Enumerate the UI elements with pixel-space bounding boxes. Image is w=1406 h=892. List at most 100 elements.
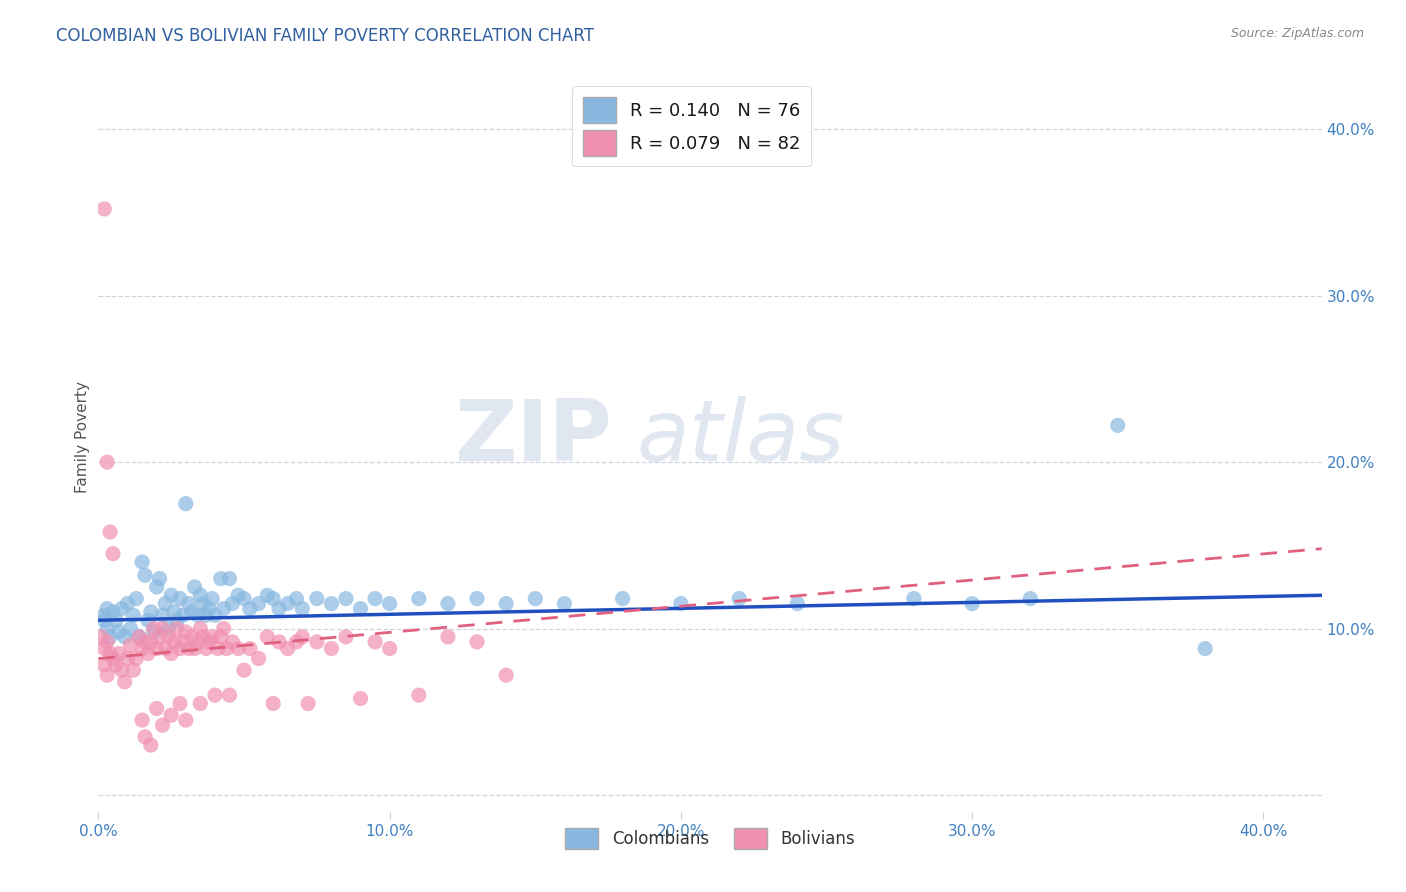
Text: COLOMBIAN VS BOLIVIAN FAMILY POVERTY CORRELATION CHART: COLOMBIAN VS BOLIVIAN FAMILY POVERTY COR… — [56, 27, 595, 45]
Point — [180, 630, 202, 644]
Point — [174, 497, 197, 511]
Point — [226, 588, 249, 602]
Point — [96, 622, 118, 636]
Point — [101, 605, 124, 619]
Point — [728, 591, 751, 606]
Point — [553, 597, 575, 611]
Point — [111, 601, 134, 615]
Point — [125, 651, 148, 665]
Point — [204, 688, 226, 702]
Point — [108, 624, 131, 639]
Point — [104, 613, 127, 627]
Point — [152, 718, 174, 732]
Point — [378, 641, 401, 656]
Point — [136, 647, 159, 661]
Point — [122, 608, 145, 623]
Point — [120, 622, 142, 636]
Point — [321, 597, 343, 611]
Point — [149, 572, 172, 586]
Point — [195, 641, 218, 656]
Point — [142, 622, 165, 636]
Point — [139, 738, 162, 752]
Point — [1107, 418, 1129, 433]
Point — [239, 601, 262, 615]
Point — [247, 651, 270, 665]
Point — [256, 588, 278, 602]
Point — [215, 641, 238, 656]
Point — [1019, 591, 1042, 606]
Point — [305, 591, 328, 606]
Point — [145, 641, 167, 656]
Point — [157, 630, 180, 644]
Point — [131, 713, 153, 727]
Point — [166, 613, 188, 627]
Point — [104, 658, 127, 673]
Point — [349, 601, 371, 615]
Point — [101, 547, 124, 561]
Point — [437, 630, 460, 644]
Point — [335, 591, 357, 606]
Point — [239, 641, 262, 656]
Point — [188, 588, 212, 602]
Point — [152, 608, 174, 623]
Point — [247, 597, 270, 611]
Point — [277, 641, 299, 656]
Point — [233, 663, 256, 677]
Point — [903, 591, 925, 606]
Point — [209, 572, 232, 586]
Point — [134, 635, 156, 649]
Point — [378, 597, 401, 611]
Point — [163, 635, 186, 649]
Point — [96, 601, 118, 615]
Point — [122, 663, 145, 677]
Point — [204, 608, 226, 623]
Point — [145, 701, 167, 715]
Point — [408, 688, 430, 702]
Point — [169, 591, 191, 606]
Text: atlas: atlas — [637, 395, 845, 479]
Point — [139, 635, 162, 649]
Point — [218, 572, 240, 586]
Point — [349, 691, 371, 706]
Point — [364, 591, 387, 606]
Point — [262, 591, 284, 606]
Point — [193, 630, 215, 644]
Point — [186, 608, 208, 623]
Point — [155, 641, 177, 656]
Point — [134, 730, 156, 744]
Point — [136, 613, 159, 627]
Point — [160, 647, 183, 661]
Point — [195, 608, 218, 623]
Point — [93, 202, 115, 216]
Point — [160, 708, 183, 723]
Point — [267, 635, 290, 649]
Point — [93, 608, 115, 623]
Point — [172, 608, 194, 623]
Point — [193, 597, 215, 611]
Point — [93, 613, 115, 627]
Point — [120, 638, 142, 652]
Point — [145, 580, 167, 594]
Point — [134, 568, 156, 582]
Point — [125, 591, 148, 606]
Point — [321, 641, 343, 656]
Point — [163, 605, 186, 619]
Point — [183, 580, 205, 594]
Point — [209, 630, 232, 644]
Point — [524, 591, 547, 606]
Point — [117, 597, 139, 611]
Point — [108, 647, 131, 661]
Point — [297, 697, 319, 711]
Point — [612, 591, 634, 606]
Point — [152, 622, 174, 636]
Legend: Colombians, Bolivians: Colombians, Bolivians — [558, 822, 862, 855]
Point — [96, 668, 118, 682]
Point — [465, 591, 488, 606]
Point — [98, 647, 121, 661]
Point — [285, 591, 308, 606]
Point — [335, 630, 357, 644]
Point — [128, 630, 150, 644]
Point — [495, 668, 517, 682]
Text: ZIP: ZIP — [454, 395, 612, 479]
Point — [131, 641, 153, 656]
